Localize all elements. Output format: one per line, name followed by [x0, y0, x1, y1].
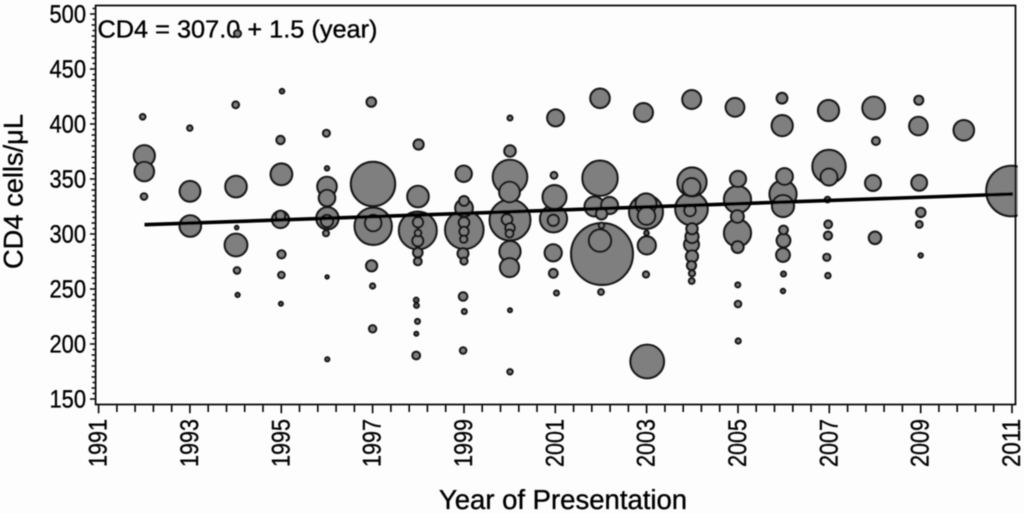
svg-text:500: 500 [50, 1, 87, 29]
svg-text:1995: 1995 [267, 419, 295, 467]
svg-text:Year of Presentation: Year of Presentation [439, 484, 687, 514]
svg-text:2003: 2003 [633, 419, 661, 467]
svg-text:300: 300 [50, 221, 87, 249]
svg-text:400: 400 [50, 111, 87, 139]
svg-text:2007: 2007 [815, 419, 843, 467]
svg-text:1997: 1997 [359, 419, 387, 467]
svg-text:2011: 2011 [998, 419, 1024, 467]
svg-text:2005: 2005 [724, 419, 752, 467]
svg-text:250: 250 [50, 276, 87, 304]
svg-text:2001: 2001 [541, 419, 569, 467]
svg-text:1993: 1993 [176, 419, 204, 467]
svg-text:CD4 cells/μL: CD4 cells/μL [0, 114, 29, 269]
svg-text:450: 450 [50, 56, 87, 84]
svg-text:1991: 1991 [85, 419, 113, 467]
svg-text:150: 150 [50, 386, 87, 414]
svg-text:1999: 1999 [450, 419, 478, 467]
svg-text:2009: 2009 [907, 419, 935, 467]
svg-text:200: 200 [50, 331, 87, 359]
svg-text:350: 350 [50, 166, 87, 194]
